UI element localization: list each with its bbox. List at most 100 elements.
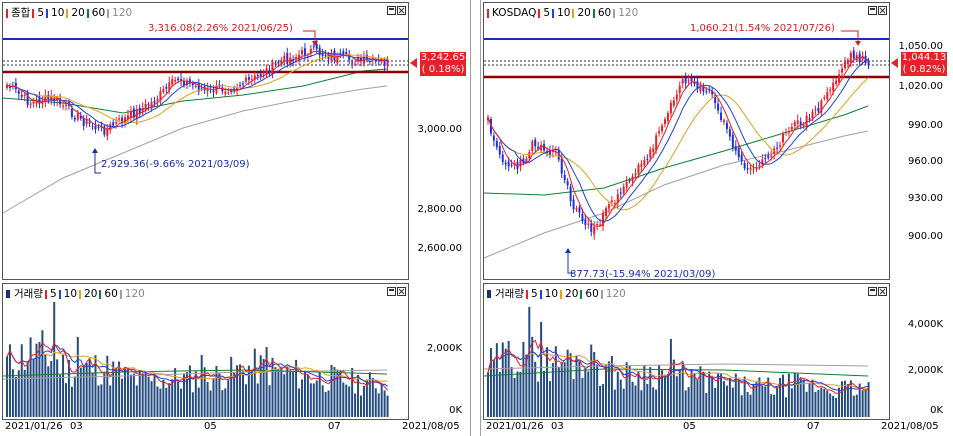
close-icon[interactable]: [878, 6, 887, 15]
candle-body: [76, 113, 79, 120]
candle-body: [256, 75, 259, 77]
volume-bar: [377, 393, 380, 417]
kosdaq-candlestick-plot: [483, 30, 889, 274]
candle-body: [280, 60, 283, 65]
maximize-icon[interactable]: [868, 6, 877, 15]
candle-body: [38, 97, 41, 104]
candle-body: [581, 213, 584, 222]
candle-body: [820, 100, 823, 113]
candle-body: [153, 101, 156, 103]
volume-bar: [283, 374, 286, 417]
price-tick: 960.00: [908, 156, 943, 167]
candle-body: [578, 207, 581, 213]
maximize-icon[interactable]: [387, 287, 396, 296]
candle-body: [112, 122, 115, 126]
volume-bar: [244, 384, 247, 417]
candle-body: [507, 161, 510, 167]
volume-bar: [8, 344, 11, 417]
candle-body: [737, 148, 740, 157]
volume-bar: [625, 362, 628, 417]
current-price-marker-icon: [891, 58, 898, 68]
volume-ma60-line: [2, 369, 388, 377]
volume-bar: [495, 343, 498, 417]
volume-bar: [236, 365, 239, 417]
volume-bar: [584, 368, 587, 417]
candle-body: [303, 48, 306, 57]
legend-ma60: 60: [104, 288, 118, 300]
candle-body: [602, 213, 605, 227]
close-icon[interactable]: [397, 287, 406, 296]
volume-bar: [855, 394, 858, 417]
kosdaq-price-chart[interactable]: KOSDAQ 5 10 20 60 120 1,060.21(1.54% 202…: [483, 2, 890, 280]
candle-body: [525, 158, 528, 162]
volume-bar: [135, 385, 138, 417]
volume-bar: [734, 373, 737, 417]
candle-body: [495, 141, 498, 148]
kosdaq-legend: KOSDAQ 5 10 20 60 120: [487, 6, 641, 20]
kosdaq-volume-chart[interactable]: 거래량 5 10 20 60 120: [483, 283, 890, 420]
volume-bar: [596, 364, 599, 417]
candle-body: [678, 85, 681, 94]
volume-bar: [572, 379, 575, 417]
candle-body: [315, 43, 318, 49]
volume-bar: [690, 369, 693, 417]
candle-body: [118, 118, 121, 120]
candle-body: [321, 53, 324, 56]
candle-body: [593, 226, 596, 235]
volume-bar: [121, 378, 124, 417]
candle-body: [368, 61, 371, 63]
candle-body: [758, 164, 761, 166]
candle-body: [661, 125, 664, 132]
panel-divider[interactable]: [470, 0, 481, 436]
candle-body: [849, 52, 852, 63]
date-label: 03: [551, 421, 564, 432]
volume-bar: [802, 379, 805, 417]
candle-body: [239, 85, 242, 87]
volume-bar: [286, 365, 289, 417]
close-icon[interactable]: [878, 287, 887, 296]
maximize-icon[interactable]: [868, 287, 877, 296]
volume-bar: [779, 377, 782, 417]
ma5-line: [487, 56, 869, 227]
kospi-price-chart[interactable]: 종합 5 10 20 60 120 3,316.08(2.26% 2021/06…: [2, 2, 409, 280]
candle-body: [383, 61, 386, 66]
volume-bar: [746, 392, 749, 417]
close-icon[interactable]: [397, 6, 406, 15]
legend-ma60: 60: [91, 7, 106, 19]
candle-body: [73, 117, 76, 120]
volume-bar: [560, 362, 563, 417]
candle-body: [250, 78, 253, 80]
candle-body: [292, 60, 295, 62]
candle-body: [498, 146, 501, 155]
volume-bar: [849, 380, 852, 417]
candle-body: [711, 91, 714, 95]
date-label: 07: [328, 421, 341, 432]
candle-body: [720, 112, 723, 120]
kospi-volume-chart[interactable]: 거래량 5 10 20 60 120: [2, 283, 409, 420]
candle-body: [658, 131, 661, 134]
volume-bar: [259, 355, 262, 417]
candle-body: [35, 99, 38, 104]
volume-bar: [622, 388, 625, 417]
legend-ma10: 10: [557, 7, 571, 19]
volume-legend-name: 거래량: [495, 288, 524, 300]
volume-bar: [510, 367, 513, 417]
volume-bar: [271, 357, 274, 417]
candle-body: [510, 164, 513, 166]
volume-bar: [44, 353, 47, 417]
candle-body: [115, 121, 118, 124]
legend-ma20: 20: [84, 288, 98, 300]
legend-name: 종합: [11, 7, 31, 19]
volume-bar: [153, 373, 156, 417]
volume-bar: [174, 368, 177, 417]
legend-ma20: 20: [71, 7, 85, 19]
candle-body: [569, 186, 572, 202]
price-tick: 1,050.00: [898, 41, 943, 52]
volume-bar: [303, 370, 306, 417]
maximize-icon[interactable]: [387, 6, 396, 15]
candle-body: [761, 159, 764, 165]
volume-bar: [675, 376, 678, 417]
date-axis: 2021/01/26 03 05 07 2021/08/05: [483, 420, 953, 436]
volume-bar: [498, 371, 501, 417]
candle-body: [728, 129, 731, 137]
